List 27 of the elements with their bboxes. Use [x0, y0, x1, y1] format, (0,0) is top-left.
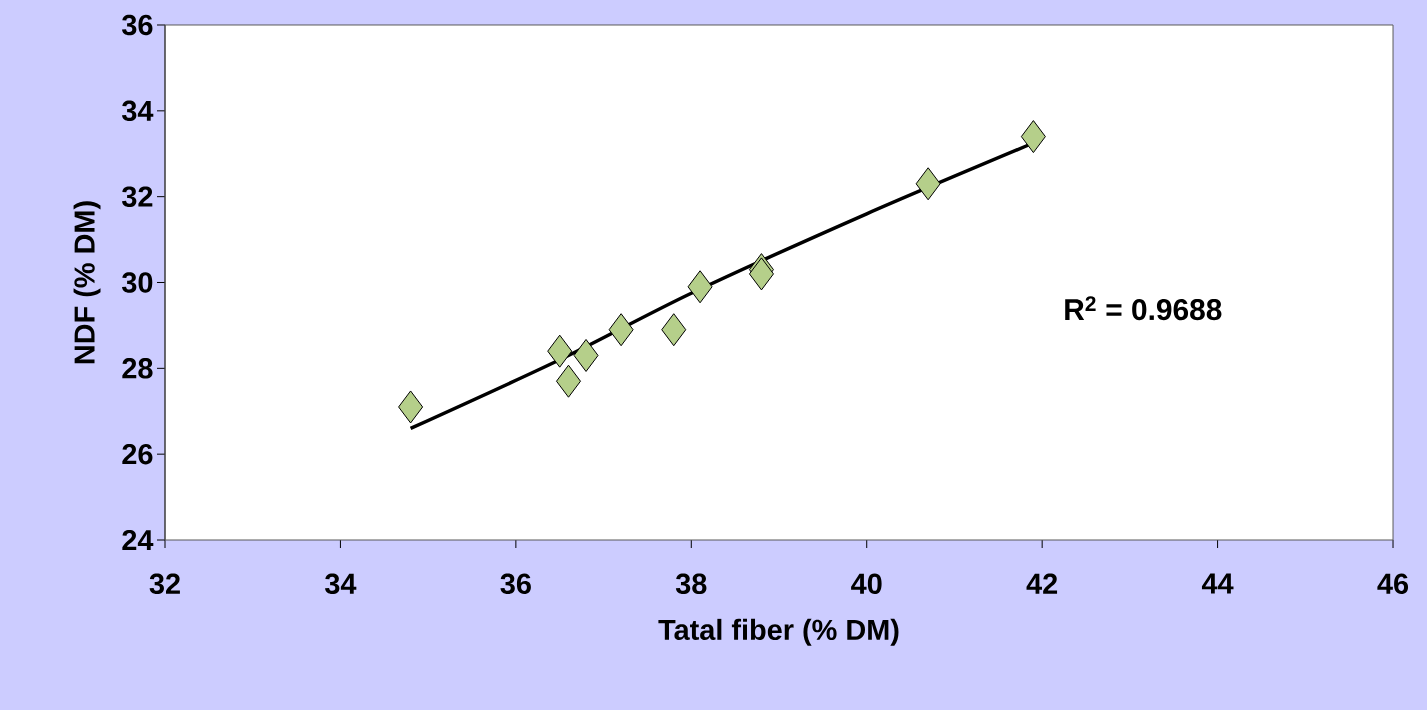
x-tick-label: 34: [325, 573, 357, 595]
x-tick-label: 46: [1377, 573, 1409, 594]
y-tick-label: 32: [122, 186, 153, 207]
x-tick-label: 40: [851, 573, 882, 594]
point: [547, 334, 573, 368]
y-tick-label: 24: [122, 529, 154, 551]
point: [573, 338, 599, 372]
point: [555, 364, 581, 398]
point: [398, 390, 424, 424]
x-tick-label: 32: [149, 573, 180, 595]
point: [1020, 120, 1046, 154]
y-tick-label: 36: [122, 14, 153, 36]
point: [661, 313, 687, 347]
y-tick-label: 34: [122, 100, 154, 122]
x-tick-label: 36: [500, 573, 531, 595]
point: [608, 313, 634, 347]
x-tick-label: 44: [1201, 573, 1234, 594]
point: [687, 270, 713, 304]
x-tick-label: 42: [1026, 573, 1058, 594]
y-axis-title: NDF (% DM): [73, 201, 101, 364]
annotation: R$^{2}$ = 0.9688: [1065, 296, 1222, 321]
point: [915, 167, 941, 201]
y-tick-label: 26: [122, 443, 153, 465]
x-axis-title: Tatal fiber (% DM): [658, 618, 899, 646]
y-tick-label: 28: [122, 358, 153, 379]
x-tick-label: 38: [675, 573, 707, 595]
y-tick-label: 30: [122, 272, 153, 293]
